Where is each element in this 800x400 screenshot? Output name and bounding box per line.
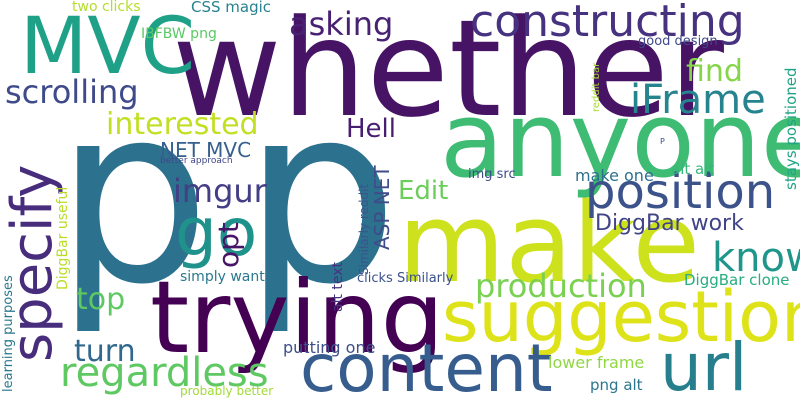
cloud-word: go: [175, 194, 258, 271]
cloud-word: make one: [575, 166, 654, 185]
cloud-word: url: [660, 329, 748, 400]
cloud-word: IBFBW png: [141, 26, 217, 42]
cloud-word: probably better: [180, 384, 274, 398]
cloud-word: know: [712, 235, 800, 281]
cloud-word: Hell: [346, 114, 396, 144]
cloud-word: production: [475, 267, 647, 305]
cloud-word: make: [398, 179, 701, 307]
cloud-word: find: [686, 54, 743, 89]
cloud-word: suggestion: [442, 276, 800, 358]
cloud-word: interested: [106, 107, 259, 142]
cloud-word: CSS magic: [191, 0, 272, 16]
cloud-word: img src: [468, 167, 516, 182]
cloud-word: simply want: [180, 269, 265, 285]
cloud-word: p: [243, 53, 399, 338]
cloud-word: stays positioned: [782, 67, 800, 190]
cloud-word: top: [76, 282, 126, 317]
cloud-word: opt: [212, 222, 245, 268]
cloud-word: reddit bar: [591, 62, 602, 112]
cloud-word: P: [660, 137, 665, 146]
cloud-word: lower frame: [548, 353, 645, 372]
cloud-word: png alt: [590, 376, 643, 394]
cloud-word: Edit: [398, 176, 449, 206]
cloud-word: turn: [74, 334, 136, 369]
cloud-word: Similarly reddit: [357, 183, 371, 275]
cloud-word: putting one: [283, 338, 376, 357]
cloud-word: NET MVC: [160, 138, 252, 162]
cloud-word: anyone: [440, 79, 800, 201]
cloud-word: DiggBar clone: [684, 271, 790, 289]
cloud-word: trying: [150, 259, 445, 376]
cloud-word: constructing: [470, 0, 745, 47]
cloud-word: DiggBar useful: [55, 186, 71, 290]
cloud-word: scrolling: [5, 73, 139, 111]
cloud-word: ASP NET: [370, 165, 394, 250]
cloud-word: iFrame: [630, 77, 766, 123]
cloud-word: better approach: [160, 156, 233, 166]
cloud-word: imgur: [173, 172, 267, 210]
cloud-word: learning purposes: [1, 275, 16, 392]
cloud-word: good design: [638, 34, 718, 49]
cloud-word: DiggBar work: [595, 211, 744, 236]
cloud-word: alt alt: [671, 160, 715, 178]
cloud-word: whether: [172, 0, 724, 147]
cloud-word: regardless: [60, 350, 269, 396]
cloud-word: content: [300, 330, 553, 400]
cloud-word: position: [585, 164, 776, 220]
cloud-word: p: [55, 53, 211, 338]
cloud-word: clicks Similarly: [357, 271, 454, 286]
cloud-word: two clicks: [72, 0, 141, 15]
cloud-word: alt text: [330, 261, 346, 312]
cloud-word: MVC: [20, 2, 196, 92]
cloud-word: asking: [289, 5, 394, 43]
